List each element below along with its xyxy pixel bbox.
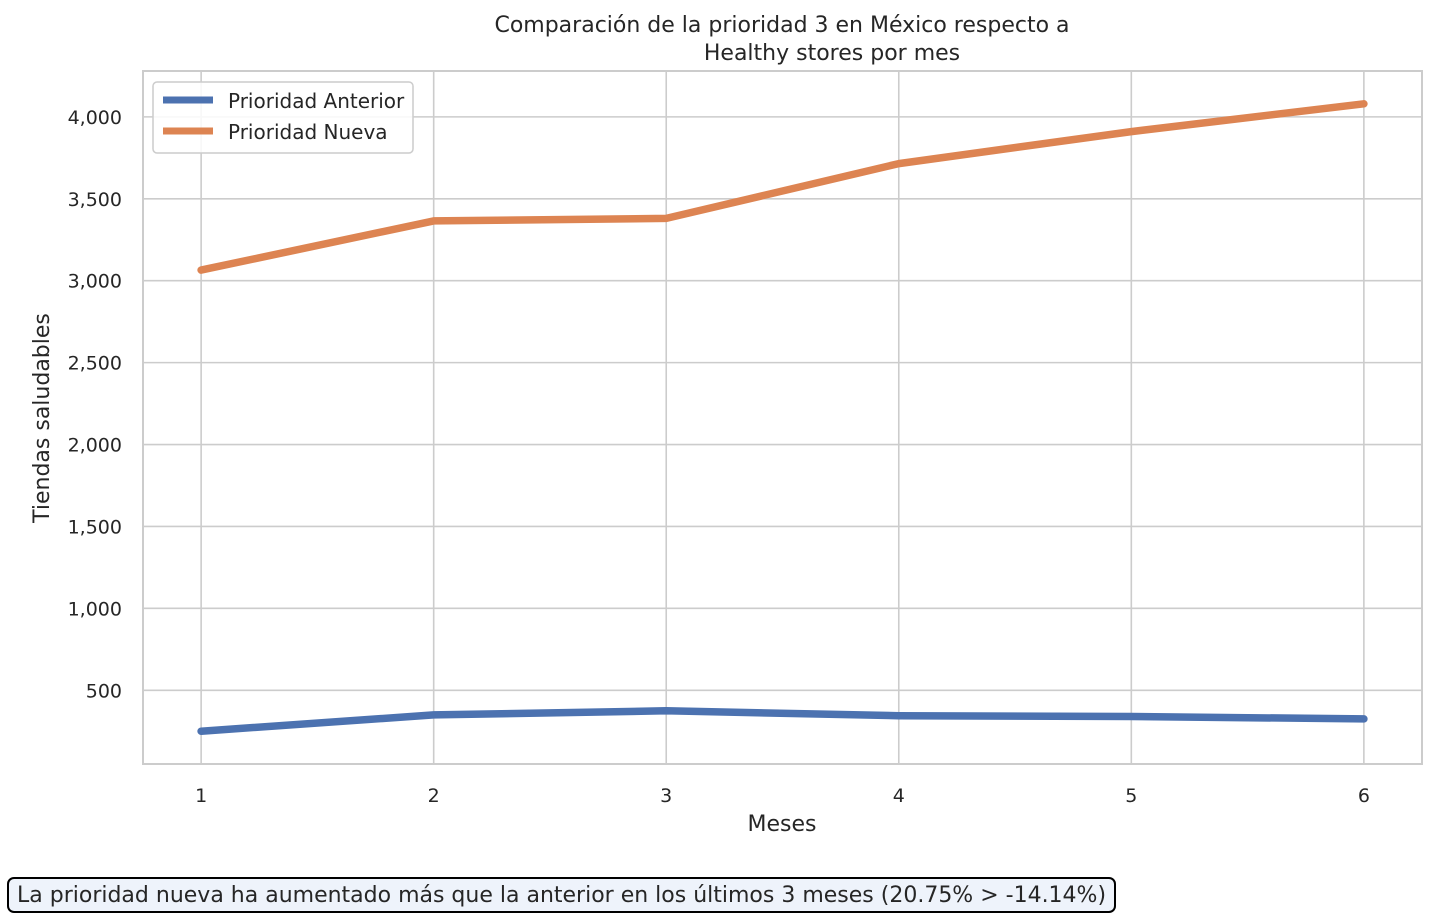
series-line-prioridad-nueva (197, 100, 1368, 274)
y-tick-label: 1,000 (68, 598, 122, 620)
line-chart: 1 2 3 4 5 6 500 1,000 1,500 2,000 2,500 3,000 3,500 4… (30, 13, 1423, 837)
x-tick-label: 6 (1358, 785, 1370, 807)
y-tick-label: 3,000 (68, 271, 122, 293)
legend-label-prioridad-nueva: Prioridad Nueva (228, 120, 388, 144)
chart-title-line-2: Healthy stores por mes (704, 41, 960, 66)
x-tick-label: 2 (428, 785, 440, 807)
x-axis-label: Meses (748, 812, 817, 837)
x-tick-label: 3 (660, 785, 672, 807)
conclusion-annotation: La prioridad nueva ha aumentado más que … (7, 877, 1117, 913)
chart-title-line-1: Comparación de la prioridad 3 en México … (494, 13, 1069, 38)
y-tick-label: 4,000 (68, 107, 122, 129)
y-tick-label: 3,500 (68, 189, 122, 211)
x-tick-label: 4 (893, 785, 905, 807)
x-tick-label: 1 (195, 785, 207, 807)
y-tick-label: 2,000 (68, 435, 122, 457)
y-tick-label: 500 (86, 680, 122, 702)
legend-label-prioridad-anterior: Prioridad Anterior (228, 89, 405, 113)
tick-labels: 1 2 3 4 5 6 500 1,000 1,500 2,000 2,500 3,000 3,500 4… (68, 107, 1370, 807)
legend: Prioridad Anterior Prioridad Nueva (152, 81, 414, 154)
grid-lines (143, 71, 1422, 764)
legend-box (152, 81, 414, 154)
y-axis-label: Tiendas saludables (30, 313, 55, 524)
series-lines (197, 100, 1368, 735)
series-line-prioridad-anterior (197, 707, 1368, 735)
y-tick-label: 2,500 (68, 353, 122, 375)
x-tick-label: 5 (1125, 785, 1137, 807)
plot-frame (142, 70, 1423, 765)
y-tick-label: 1,500 (68, 516, 122, 538)
